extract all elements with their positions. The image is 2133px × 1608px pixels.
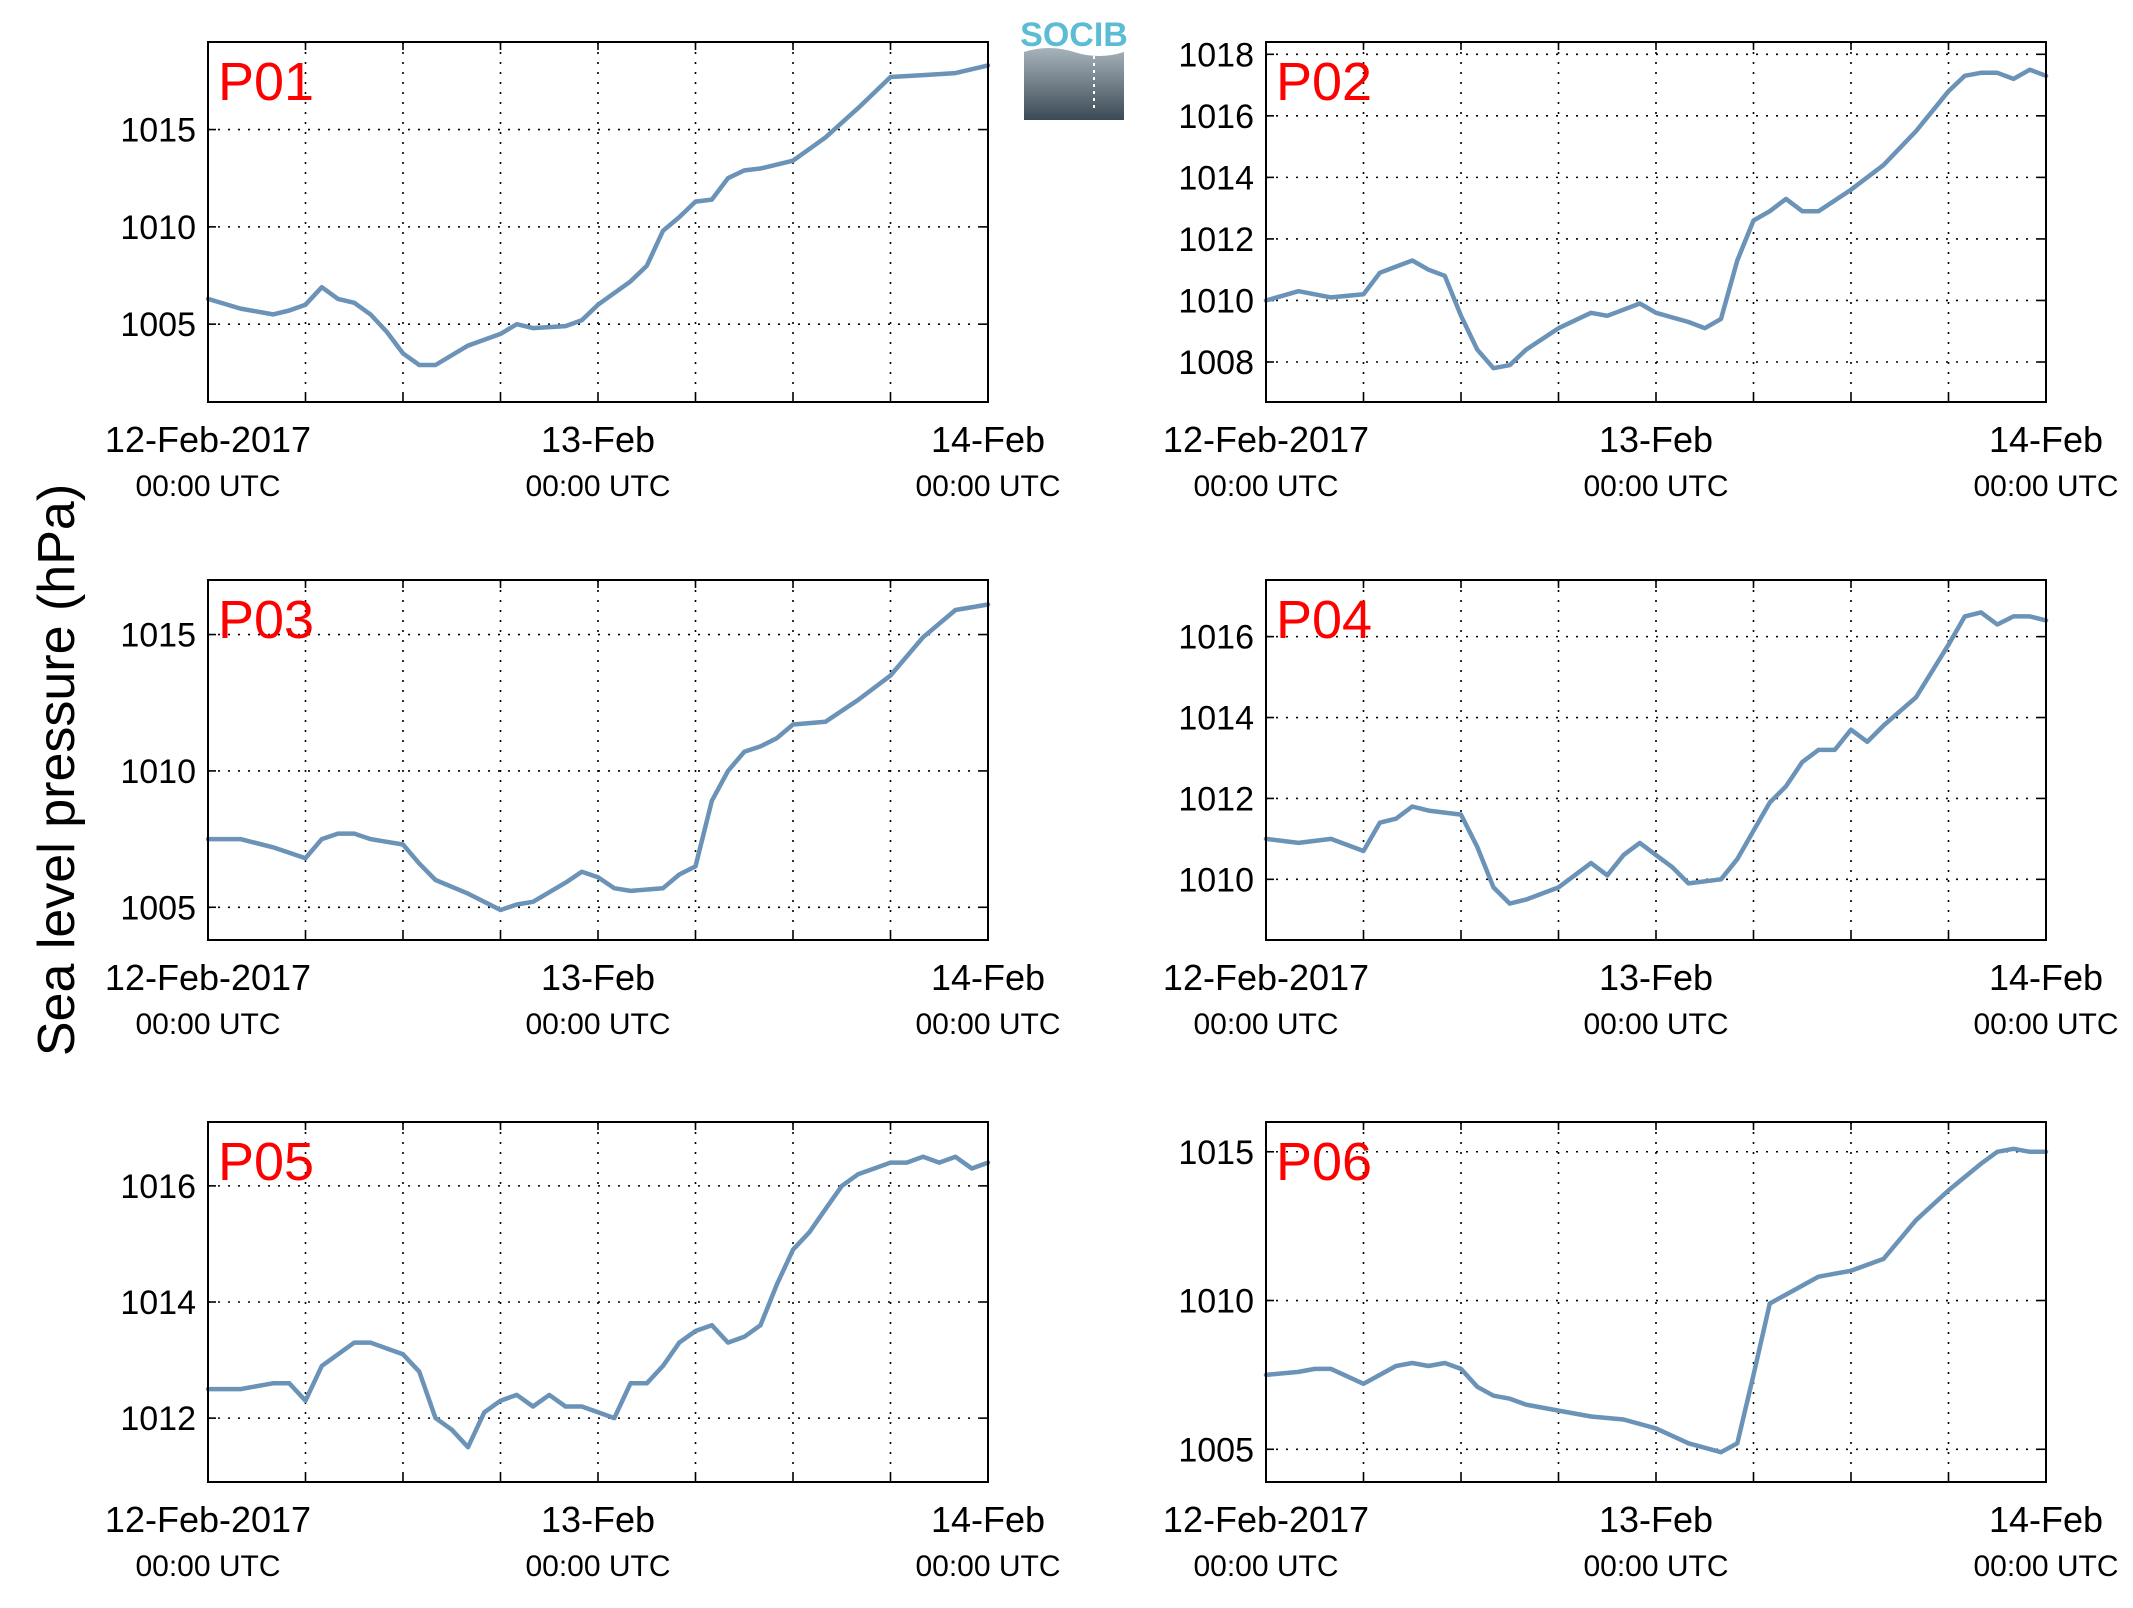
y-tick-label: 1015 xyxy=(120,112,196,150)
x-tick-label: 12-Feb-2017 xyxy=(1163,957,1369,998)
y-axis-label: Sea level pressure (hPa) xyxy=(28,484,86,1056)
x-tick-label: 14-Feb xyxy=(931,419,1045,460)
x-tick-sublabel: 00:00 UTC xyxy=(915,1550,1060,1583)
panel-label: P03 xyxy=(218,590,314,650)
y-tick-label: 1016 xyxy=(120,1168,196,1206)
y-tick-label: 1010 xyxy=(1178,1283,1254,1321)
panel-p05: 1012 1014 1016 P05 12-Feb-2017 00:00 UTC 13-Fe… xyxy=(105,1121,1061,1583)
x-tick-label: 13-Feb xyxy=(1599,957,1713,998)
x-tick-sublabel: 00:00 UTC xyxy=(1973,1550,2118,1583)
y-tick-label: 1014 xyxy=(1178,159,1254,197)
x-tick-label: 13-Feb xyxy=(541,419,655,460)
y-tick-label: 1016 xyxy=(1178,619,1254,657)
y-tick-label: 1012 xyxy=(120,1400,196,1438)
series-line-p02 xyxy=(1263,67,2049,371)
x-tick-sublabel: 00:00 UTC xyxy=(135,470,280,503)
x-tick-label: 12-Feb-2017 xyxy=(1163,419,1369,460)
socib-logo: SOCIB xyxy=(1020,16,1128,120)
socib-logo-wave xyxy=(1024,48,1124,120)
x-tick-sublabel: 00:00 UTC xyxy=(1193,470,1338,503)
x-tick-label: 13-Feb xyxy=(1599,419,1713,460)
x-tick-sublabel: 00:00 UTC xyxy=(1583,1008,1728,1041)
x-tick-sublabel: 00:00 UTC xyxy=(1193,1550,1338,1583)
x-tick-label: 12-Feb-2017 xyxy=(105,1499,311,1540)
x-tick-label: 12-Feb-2017 xyxy=(1163,1499,1369,1540)
x-tick-label: 13-Feb xyxy=(541,1499,655,1540)
axes-frame xyxy=(1265,41,2047,403)
x-tick-label: 12-Feb-2017 xyxy=(105,957,311,998)
x-tick-sublabel: 00:00 UTC xyxy=(525,470,670,503)
series-line-p03 xyxy=(205,602,991,913)
x-tick-label: 13-Feb xyxy=(541,957,655,998)
y-tick-label: 1010 xyxy=(1178,282,1254,320)
y-tick-label: 1005 xyxy=(120,306,196,344)
x-tick-sublabel: 00:00 UTC xyxy=(1193,1008,1338,1041)
y-tick-label: 1005 xyxy=(1178,1431,1254,1469)
y-tick-label: 1010 xyxy=(120,753,196,791)
y-tick-label: 1014 xyxy=(120,1284,196,1322)
panel-p03: 1005 1010 1015 P03 12-Feb-2017 00:00 UTC 13-Fe… xyxy=(105,579,1061,1041)
x-tick-label: 12-Feb-2017 xyxy=(105,419,311,460)
series-line-p05 xyxy=(205,1154,991,1450)
x-tick-label: 13-Feb xyxy=(1599,1499,1713,1540)
x-tick-label: 14-Feb xyxy=(931,957,1045,998)
x-tick-sublabel: 00:00 UTC xyxy=(1973,1008,2118,1041)
y-tick-label: 1015 xyxy=(1178,1134,1254,1172)
axes-frame xyxy=(207,1121,989,1483)
panel-label: P01 xyxy=(218,52,314,112)
axes-frame xyxy=(1265,1121,2047,1483)
series-line-p01 xyxy=(205,63,991,368)
x-tick-label: 14-Feb xyxy=(1989,957,2103,998)
x-tick-sublabel: 00:00 UTC xyxy=(915,470,1060,503)
y-tick-label: 1015 xyxy=(120,617,196,655)
x-tick-sublabel: 00:00 UTC xyxy=(135,1550,280,1583)
y-tick-label: 1010 xyxy=(120,209,196,247)
x-tick-sublabel: 00:00 UTC xyxy=(1583,1550,1728,1583)
axes-frame xyxy=(207,579,989,941)
y-tick-label: 1018 xyxy=(1178,36,1254,74)
y-tick-label: 1014 xyxy=(1178,700,1254,738)
x-tick-label: 14-Feb xyxy=(1989,1499,2103,1540)
x-tick-sublabel: 00:00 UTC xyxy=(135,1008,280,1041)
series-line-p04 xyxy=(1263,610,2049,906)
y-tick-label: 1012 xyxy=(1178,780,1254,818)
axes-frame xyxy=(1265,579,2047,941)
y-tick-label: 1012 xyxy=(1178,221,1254,259)
axes-frame xyxy=(207,41,989,403)
y-tick-label: 1008 xyxy=(1178,344,1254,382)
panel-p04: 1010 1012 1014 1016 P04 12-Feb-2017 00:00 UTC 1… xyxy=(1163,579,2119,1041)
y-tick-label: 1005 xyxy=(120,889,196,927)
panels: 1005 1010 1015 P01 12-Feb-2017 00:00 UTC 13-Fe… xyxy=(105,36,2119,1583)
y-tick-label: 1010 xyxy=(1178,861,1254,899)
x-tick-label: 14-Feb xyxy=(931,1499,1045,1540)
panel-label: P04 xyxy=(1276,590,1372,650)
x-tick-sublabel: 00:00 UTC xyxy=(525,1008,670,1041)
panel-p01: 1005 1010 1015 P01 12-Feb-2017 00:00 UTC 13-Fe… xyxy=(105,41,1061,503)
panel-label: P05 xyxy=(218,1132,314,1192)
x-tick-sublabel: 00:00 UTC xyxy=(915,1008,1060,1041)
x-tick-sublabel: 00:00 UTC xyxy=(525,1550,670,1583)
x-tick-sublabel: 00:00 UTC xyxy=(1973,470,2118,503)
x-tick-sublabel: 00:00 UTC xyxy=(1583,470,1728,503)
x-tick-label: 14-Feb xyxy=(1989,419,2103,460)
panel-p02: 1008 1010 1012 1014 1016 1018 P02 12-Feb-2017 00… xyxy=(1163,36,2119,503)
y-tick-label: 1016 xyxy=(1178,98,1254,136)
series-line-p06 xyxy=(1263,1146,2049,1455)
panel-p06: 1005 1010 1015 P06 12-Feb-2017 00:00 UTC 13-Fe… xyxy=(1163,1121,2119,1583)
socib-logo-text: SOCIB xyxy=(1020,16,1128,54)
panel-label: P06 xyxy=(1276,1132,1372,1192)
panel-label: P02 xyxy=(1276,52,1372,112)
